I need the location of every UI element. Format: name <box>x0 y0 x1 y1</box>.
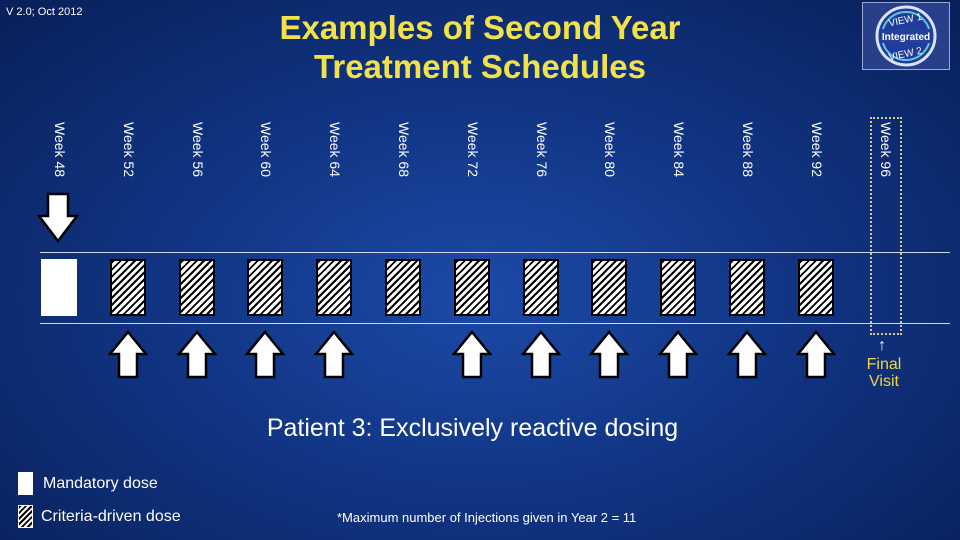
final-visit-arrow-icon: ↑ <box>878 337 886 354</box>
criteria-dose <box>385 259 421 316</box>
injection-up-arrow-icon <box>176 330 217 379</box>
final-visit-label-line-1: Final <box>866 356 902 373</box>
final-visit-label: Final Visit <box>852 356 916 390</box>
criteria-dose <box>109 259 146 316</box>
injection-up-arrow-icon <box>451 330 492 379</box>
criteria-dose <box>453 259 490 316</box>
criteria-dose <box>247 259 284 316</box>
week-label: Week 60 <box>258 122 275 177</box>
criteria-dose <box>316 259 353 316</box>
week-label: Week 76 <box>533 122 550 177</box>
patient-caption: Patient 3: Exclusively reactive dosing <box>266 414 679 442</box>
week-label: Week 80 <box>602 122 619 177</box>
schedule-top-line <box>40 252 950 253</box>
week-label: Week 88 <box>740 122 756 177</box>
week-label: Week 48 <box>52 122 68 177</box>
week-label: Week 64 <box>327 122 344 177</box>
title-line-1: Examples of Second Year <box>279 9 681 46</box>
injection-up-arrow-icon <box>107 330 148 379</box>
injection-up-arrow-icon <box>314 330 355 379</box>
week-label: Week 68 <box>396 122 412 177</box>
week-label: Week 52 <box>120 122 137 177</box>
legend-mandatory-label: Mandatory dose <box>43 474 158 492</box>
injection-up-arrow-icon <box>245 330 286 379</box>
week-label: Week 72 <box>464 122 481 177</box>
final-visit-box <box>870 117 902 335</box>
injection-up-arrow-icon <box>658 330 699 379</box>
footnote: *Maximum number of Injections given in Y… <box>337 510 637 525</box>
injection-up-arrow-icon <box>727 330 767 379</box>
criteria-dose <box>729 259 765 316</box>
final-visit-label-line-2: Visit <box>869 373 899 390</box>
injection-up-arrow-icon <box>589 330 630 379</box>
logo-middle-text: Integrated <box>882 32 930 43</box>
schedule-bottom-line <box>40 323 950 324</box>
criteria-dose <box>660 259 697 316</box>
criteria-dose <box>591 259 628 316</box>
injection-up-arrow-icon <box>520 330 561 379</box>
slide-title: Examples of Second Year Treatment Schedu… <box>0 8 960 86</box>
week-label: Week 56 <box>189 122 206 177</box>
title-line-2: Treatment Schedules <box>314 48 646 85</box>
mandatory-down-arrow-icon <box>36 192 80 244</box>
criteria-swatch <box>18 505 33 528</box>
mandatory-swatch <box>18 472 33 495</box>
legend-criteria: Criteria-driven dose <box>18 505 181 528</box>
criteria-dose <box>797 259 834 316</box>
legend-mandatory: Mandatory dose <box>18 472 158 495</box>
criteria-dose <box>522 259 559 316</box>
mandatory-dose <box>41 259 77 316</box>
criteria-dose <box>178 259 215 316</box>
week-label: Week 84 <box>671 122 688 177</box>
logo-emblem: VIEW 1 Integrated VIEW 2 <box>875 5 937 67</box>
week-label: Week 92 <box>808 122 825 177</box>
injection-up-arrow-icon <box>795 330 836 379</box>
view-integrated-logo: VIEW 1 Integrated VIEW 2 <box>862 2 950 70</box>
legend-criteria-label: Criteria-driven dose <box>41 507 181 525</box>
version-label: V 2.0; Oct 2012 <box>6 6 83 18</box>
